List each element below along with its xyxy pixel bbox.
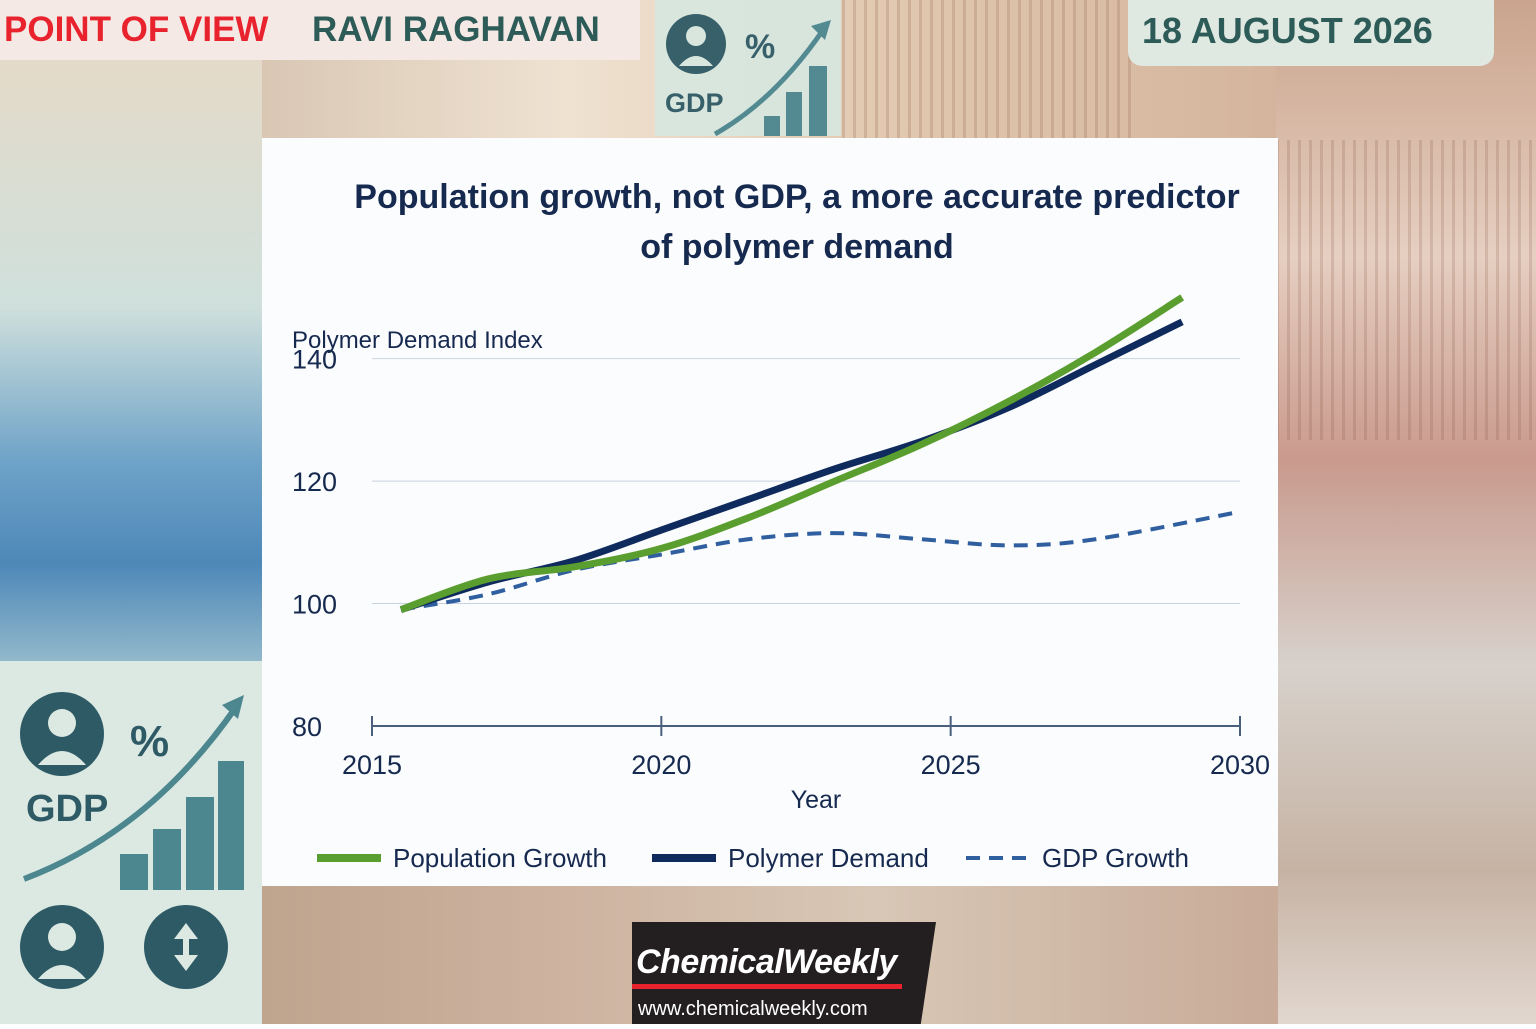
y-tick-label: 100 xyxy=(292,590,337,620)
y-axis-label: Polymer Demand Index xyxy=(292,327,543,354)
legend-label: Population Growth xyxy=(393,843,607,873)
chart-title-line2: of polymer demand xyxy=(640,228,954,266)
brand-name: ChemicalWeekly xyxy=(636,943,897,981)
gdp-growth-icon: % GDP xyxy=(665,14,831,137)
point-of-view-label: POINT OF VIEW xyxy=(4,10,269,49)
y-tick-label: 80 xyxy=(292,712,322,742)
chart-card: Population growth, not GDP, a more accur… xyxy=(262,138,1278,886)
brand-logo[interactable] xyxy=(632,922,936,1024)
background-crowd-street xyxy=(1276,0,1536,1024)
series-line-population-growth xyxy=(399,294,1185,613)
gdp-label: GDP xyxy=(26,788,108,830)
chart-title-line1: Population growth, not GDP, a more accur… xyxy=(354,178,1239,216)
y-tick-label: 140 xyxy=(292,345,337,375)
x-axis-label: Year xyxy=(791,786,842,814)
legend-label: GDP Growth xyxy=(1042,843,1189,873)
gdp-population-panel: % GDP xyxy=(0,661,262,1024)
date-banner xyxy=(1128,0,1494,66)
gdp-label: GDP xyxy=(665,88,724,118)
x-tick-label: 2030 xyxy=(1210,750,1270,780)
series-line-gdp-growth xyxy=(400,509,1241,612)
percent-label: % xyxy=(745,28,775,66)
x-tick-label: 2020 xyxy=(631,750,691,780)
author-name: RAVI RAGHAVAN xyxy=(312,10,600,49)
percent-label: % xyxy=(130,717,169,766)
background-texture xyxy=(842,0,1132,140)
legend-label: Polymer Demand xyxy=(728,843,929,873)
series-line-polymer-demand xyxy=(399,318,1184,613)
x-tick-label: 2025 xyxy=(921,750,981,780)
gdp-population-illustration: % GDP xyxy=(20,692,244,989)
y-tick-label: 120 xyxy=(292,467,337,497)
brand-logo-underline xyxy=(632,984,902,989)
background-texture xyxy=(1276,140,1536,440)
x-tick-label: 2015 xyxy=(342,750,402,780)
brand-url[interactable]: www.chemicalweekly.com xyxy=(638,998,868,1020)
publication-date: 18 AUGUST 2026 xyxy=(1142,10,1433,51)
gdp-growth-badge: % GDP xyxy=(655,0,841,137)
line-chart: Population growth, not GDP, a more accur… xyxy=(292,178,1270,873)
header-banner: POINT OF VIEW RAVI RAGHAVAN xyxy=(0,0,640,60)
